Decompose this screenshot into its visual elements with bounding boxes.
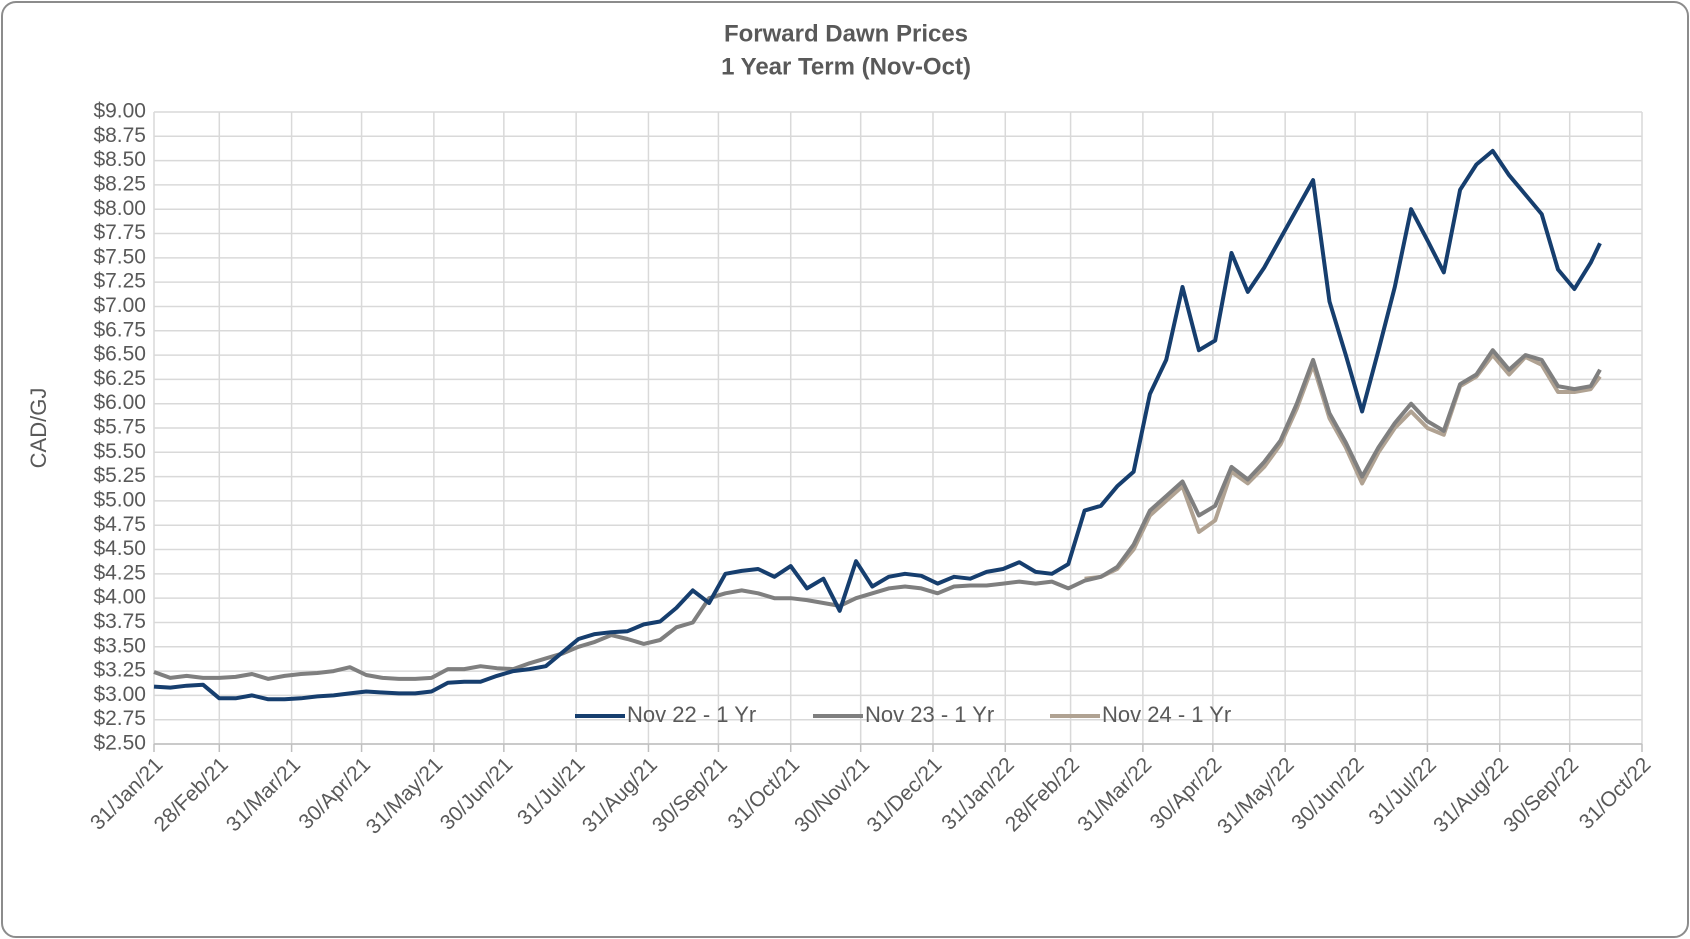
y-tick-label: $7.00 bbox=[93, 294, 146, 317]
y-tick-label: $3.75 bbox=[93, 610, 146, 633]
y-tick-label: $5.25 bbox=[93, 464, 146, 487]
y-tick-label: $2.50 bbox=[93, 732, 146, 755]
y-tick-label: $8.50 bbox=[93, 148, 146, 171]
y-tick-label: $7.75 bbox=[93, 221, 146, 244]
y-tick-label: $8.75 bbox=[93, 124, 146, 147]
y-tick-label: $7.50 bbox=[93, 245, 146, 268]
legend-label: Nov 22 - 1 Yr bbox=[627, 702, 756, 727]
y-tick-label: $6.25 bbox=[93, 367, 146, 390]
y-tick-label: $4.75 bbox=[93, 513, 146, 536]
series-line bbox=[1084, 353, 1602, 581]
y-tick-label: $4.25 bbox=[93, 561, 146, 584]
y-tick-label: $8.25 bbox=[93, 172, 146, 195]
chart-subtitle: 1 Year Term (Nov-Oct) bbox=[721, 53, 971, 80]
y-tick-label: $6.75 bbox=[93, 318, 146, 341]
legend-label: Nov 24 - 1 Yr bbox=[1102, 702, 1231, 727]
y-tick-label: $5.00 bbox=[93, 488, 146, 511]
series-line bbox=[153, 348, 1602, 681]
y-tick-label: $8.00 bbox=[93, 197, 146, 220]
chart-title: Forward Dawn Prices bbox=[724, 20, 968, 47]
y-tick-label: $6.50 bbox=[93, 343, 146, 366]
y-tick-label: $4.50 bbox=[93, 537, 146, 560]
y-tick-label: $2.75 bbox=[93, 707, 146, 730]
series-line bbox=[153, 148, 1602, 702]
y-tick-label: $5.50 bbox=[93, 440, 146, 463]
y-tick-label: $3.25 bbox=[93, 659, 146, 682]
y-tick-label: $3.00 bbox=[93, 683, 146, 706]
y-tick-label: $3.50 bbox=[93, 634, 146, 657]
y-tick-label: $4.00 bbox=[93, 586, 146, 609]
y-tick-label: $9.00 bbox=[93, 100, 146, 123]
y-axis-label: CAD/GJ bbox=[26, 388, 51, 469]
y-tick-label: $7.25 bbox=[93, 270, 146, 293]
y-tick-label: $5.75 bbox=[93, 416, 146, 439]
legend-label: Nov 23 - 1 Yr bbox=[865, 702, 994, 727]
y-tick-label: $6.00 bbox=[93, 391, 146, 414]
